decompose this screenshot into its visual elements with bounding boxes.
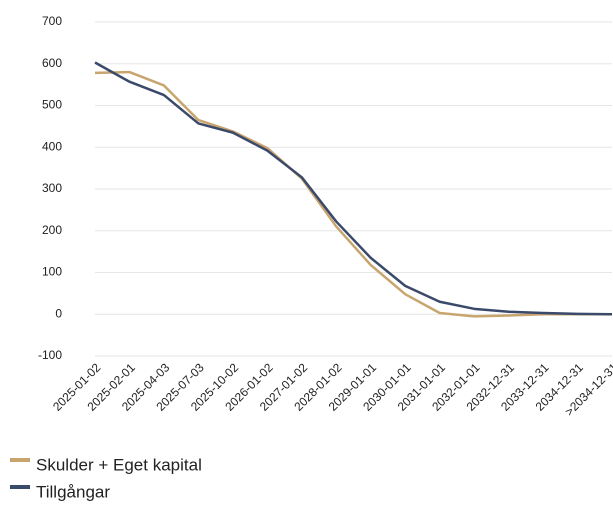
y-tick-label: 0: [55, 306, 62, 320]
legend-label: Skulder + Eget kapital: [36, 455, 202, 474]
y-tick-label: 300: [42, 181, 62, 195]
y-tick-label: 100: [42, 265, 62, 279]
y-tick-label: 500: [42, 98, 62, 112]
y-tick-label: -100: [38, 348, 62, 362]
line-series: [94, 61, 613, 316]
line-series: [94, 70, 612, 318]
legend-label: Tillgångar: [36, 482, 110, 501]
legend-swatch: [10, 458, 30, 462]
legend-swatch: [10, 485, 30, 489]
y-tick-label: 400: [42, 139, 62, 153]
y-tick-label: 200: [42, 223, 62, 237]
y-tick-label: 700: [42, 14, 62, 28]
y-tick-label: 600: [42, 56, 62, 70]
